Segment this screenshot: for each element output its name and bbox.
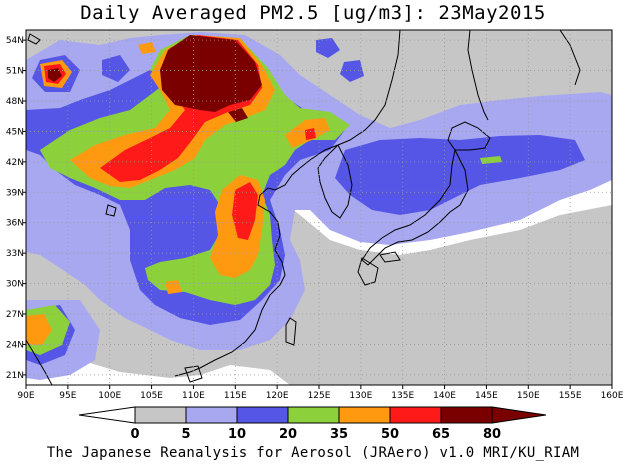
colorbar-label: 80 [483,427,501,442]
pm25-contours [26,30,612,385]
lon-tick-label: 140E [433,391,456,401]
lon-tick-label: 105E [140,391,163,401]
contour-blue-6 [340,60,364,82]
coastline-india [26,339,53,385]
contour-gray-2 [360,295,470,345]
lat-tick-label: 42N [6,158,24,168]
lon-tick-label: 150E [517,391,540,401]
colorbar-label: 10 [228,427,246,442]
colorbar-label: 5 [181,427,190,442]
axis-ticks: 90E 95E 100E 105E 110E 115E 120E 125E 130E 135E 14… [6,36,624,401]
lon-tick-label: 90E [17,391,34,401]
coastline-korea [317,144,353,219]
colorbar-label: 50 [381,427,399,442]
coastline-mainland [174,30,401,377]
lat-tick-label: 48N [6,97,24,107]
contour-red-4 [305,128,316,140]
colorbar-label: 0 [130,427,139,442]
coastline-hokkaido [447,121,491,151]
colorbar-segment [287,406,340,424]
lon-tick-label: 95E [59,391,76,401]
coastline-taiwan [285,317,297,346]
colorbar-segment [440,406,493,424]
coastline-kamchatka [559,30,581,86]
lon-tick-label: 130E [349,391,372,401]
lat-tick-label: 39N [6,188,24,198]
lon-tick-label: 125E [308,391,331,401]
contour-orange-5 [26,314,52,345]
colorbar-segment [134,406,187,424]
lat-tick-label: 30N [6,280,24,290]
lon-tick-label: 145E [475,391,498,401]
colorbar-label: 35 [330,427,348,442]
map-title: Daily Averaged PM2.5 [ug/m3]: 23May2015 [80,2,546,24]
lon-tick-label: 120E [266,391,289,401]
lat-tick-label: 27N [6,310,24,320]
coastline-baikal [27,33,41,45]
coastline-inland-lake [105,204,117,217]
contour-darkred-2 [48,68,62,82]
colorbar: 0 5 10 20 35 50 65 80 [78,406,547,442]
coastlines [26,30,581,385]
grid-lines [26,30,612,385]
lat-tick-label: 54N [6,36,24,46]
lon-tick-label: 110E [182,391,205,401]
lat-tick-label: 24N [6,340,24,350]
lon-tick-label: 155E [559,391,582,401]
contour-darkred [160,35,262,112]
lon-tick-label: 135E [391,391,414,401]
contour-darkred-3 [228,108,248,122]
lat-tick-label: 36N [6,219,24,229]
contour-blue-5 [316,38,340,58]
lat-tick-label: 45N [6,127,24,137]
contour-blue-2 [335,135,585,215]
credit-line: The Japanese Reanalysis for Aerosol (JRA… [46,445,580,461]
contour-green [40,35,350,305]
coastline-sakhalin [467,30,489,121]
colorbar-label: 65 [432,427,450,442]
lat-tick-label: 51N [6,67,24,77]
lon-tick-label: 100E [98,391,121,401]
colorbar-segment [185,406,238,424]
contour-orange-6 [165,280,182,294]
colorbar-segment [236,406,289,424]
contour-red-2 [232,182,258,240]
lat-tick-label: 33N [6,249,24,259]
colorbar-segment [389,406,442,424]
lon-tick-label: 115E [224,391,247,401]
colorbar-arrow-high [491,406,547,424]
lat-tick-label: 21N [6,371,24,381]
contour-blue-4 [102,55,130,82]
colorbar-label: 20 [279,427,297,442]
lon-tick-label: 160E [601,391,624,401]
coastline-honshu [361,148,469,266]
colorbar-segment [338,406,391,424]
colorbar-arrow-low [78,406,136,424]
contour-green-3 [480,156,502,164]
